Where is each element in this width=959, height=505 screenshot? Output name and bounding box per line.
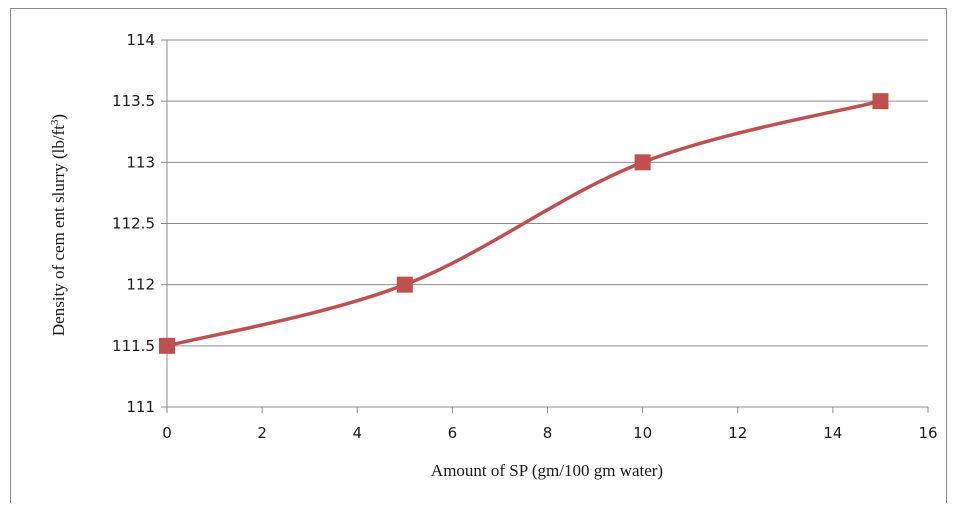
y-tick-label-4: 113: [126, 153, 155, 171]
series-0-line: [165, 99, 883, 348]
x-tick-label-8: 16: [918, 424, 937, 442]
chart-frame: [10, 8, 947, 503]
x-tick-labels: 0 2 4 6 8 10 12 14 16: [162, 424, 937, 442]
y-axis-label-main: Density of cem ent slurry (lb/ft: [49, 125, 68, 336]
data-point-2: [634, 154, 651, 171]
x-tick-label-2: 4: [352, 424, 362, 442]
data-point-1: [396, 276, 413, 293]
x-tick-label-4: 8: [543, 424, 553, 442]
x-tick-label-6: 12: [728, 424, 747, 442]
y-tick-label-0: 111: [126, 398, 155, 416]
y-tick-label-6: 114: [126, 31, 155, 49]
data-point-3: [872, 93, 889, 110]
x-tick-label-3: 6: [448, 424, 458, 442]
y-tick-labels: 111 111.5 112 112.5 113 113.5 114: [112, 31, 155, 416]
y-tick-label-1: 111.5: [112, 337, 155, 355]
y-axis-label-close: ): [49, 114, 68, 120]
gridlines: [167, 39, 928, 408]
x-tick-label-7: 14: [823, 424, 842, 442]
x-tick-label-5: 10: [633, 424, 652, 442]
y-axis-label-superscript: 3: [49, 119, 61, 125]
x-axis-label: Amount of SP (gm/100 gm water): [431, 461, 663, 480]
y-axis-label: Density of cem ent slurry (lb/ft3): [49, 114, 68, 336]
x-tick-label-0: 0: [162, 424, 172, 442]
x-tick-label-1: 2: [257, 424, 267, 442]
y-tick-label-2: 112: [126, 276, 155, 294]
data-series: [159, 93, 889, 354]
y-tick-label-3: 112.5: [112, 215, 155, 233]
y-tick-label-5: 113.5: [112, 92, 155, 110]
data-point-0: [159, 337, 175, 354]
axes: [161, 39, 929, 413]
